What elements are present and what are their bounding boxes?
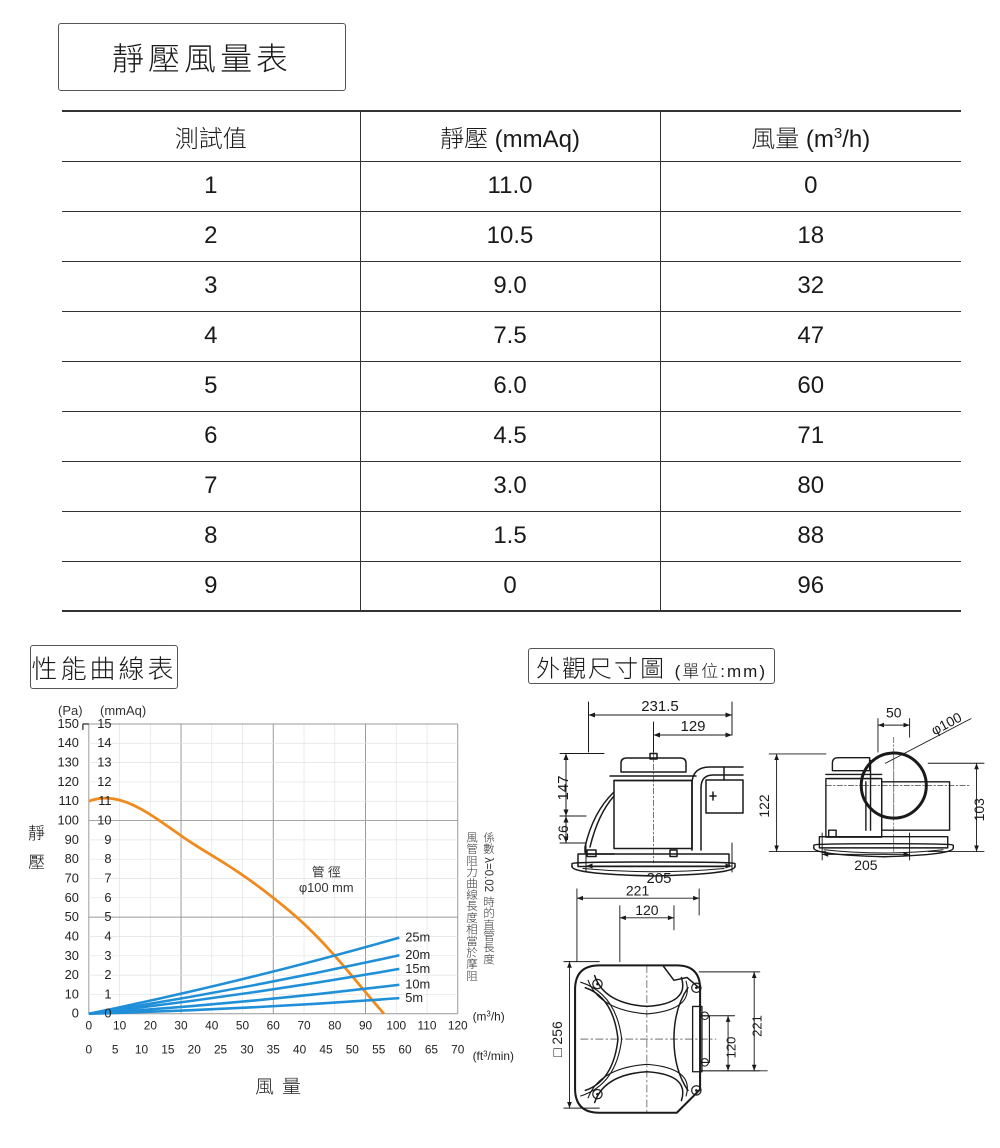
svg-text:60: 60: [65, 890, 79, 905]
svg-text:120: 120: [448, 1019, 468, 1033]
svg-text:11: 11: [98, 793, 111, 808]
svg-text:8: 8: [104, 851, 111, 866]
svg-text:50: 50: [65, 909, 79, 924]
svg-text:90: 90: [65, 832, 79, 847]
svg-text:40: 40: [205, 1019, 219, 1033]
svg-text:103: 103: [971, 798, 987, 822]
svg-text:6: 6: [104, 890, 111, 905]
svg-text:205: 205: [854, 857, 878, 873]
svg-text:70: 70: [65, 871, 79, 886]
svg-text:70: 70: [451, 1042, 465, 1056]
svg-text:110: 110: [58, 793, 78, 808]
svg-text:40: 40: [65, 928, 79, 943]
svg-text:150: 150: [57, 716, 78, 731]
svg-text:14: 14: [97, 735, 111, 750]
svg-text:0: 0: [86, 1042, 93, 1056]
svg-text:15m: 15m: [405, 961, 430, 976]
svg-text:1: 1: [104, 986, 111, 1001]
svg-text:15: 15: [161, 1042, 175, 1056]
svg-text:30: 30: [65, 948, 79, 963]
svg-text:□ 256: □ 256: [549, 1021, 565, 1057]
svg-text:9: 9: [104, 832, 111, 847]
svg-text:2: 2: [104, 967, 111, 982]
svg-text:70: 70: [297, 1019, 311, 1033]
svg-text:120: 120: [57, 774, 78, 789]
svg-text:20: 20: [144, 1019, 158, 1033]
svg-text:231.5: 231.5: [641, 698, 679, 715]
svg-text:15: 15: [97, 716, 111, 731]
svg-text:13: 13: [97, 755, 111, 770]
svg-text:25m: 25m: [405, 930, 430, 945]
svg-text:20m: 20m: [405, 947, 430, 962]
svg-text:5: 5: [112, 1042, 119, 1056]
svg-text:120: 120: [724, 1037, 739, 1059]
svg-text:20: 20: [65, 967, 79, 982]
svg-text:65: 65: [425, 1042, 439, 1056]
svg-text:0: 0: [104, 1006, 111, 1021]
svg-text:35: 35: [267, 1042, 281, 1056]
svg-text:7: 7: [104, 871, 111, 886]
svg-text:10: 10: [97, 813, 111, 828]
svg-text:3: 3: [104, 948, 111, 963]
svg-text:50: 50: [236, 1019, 250, 1033]
svg-text:20: 20: [188, 1042, 202, 1056]
svg-text:60: 60: [398, 1042, 412, 1056]
svg-text:10: 10: [135, 1042, 149, 1056]
svg-text:30: 30: [174, 1019, 188, 1033]
svg-text:45: 45: [319, 1042, 333, 1056]
svg-text:90: 90: [359, 1019, 373, 1033]
svg-text:205: 205: [646, 870, 671, 887]
svg-text:147: 147: [555, 775, 572, 800]
svg-text:129: 129: [680, 718, 705, 735]
svg-text:0: 0: [72, 1006, 79, 1021]
svg-text:管 徑: 管 徑: [312, 864, 341, 879]
svg-text:25: 25: [214, 1042, 228, 1056]
svg-text:4: 4: [104, 928, 111, 943]
svg-text:(ft3/min): (ft3/min): [473, 1049, 514, 1063]
svg-text:26: 26: [555, 825, 571, 841]
svg-text:50: 50: [886, 705, 902, 721]
svg-text:80: 80: [65, 851, 79, 866]
svg-text:5m: 5m: [405, 990, 423, 1005]
svg-text:100: 100: [57, 813, 78, 828]
svg-text:221: 221: [626, 882, 650, 898]
svg-text:60: 60: [267, 1019, 281, 1033]
svg-text:120: 120: [635, 902, 659, 918]
svg-text:40: 40: [293, 1042, 307, 1056]
svg-text:5: 5: [104, 909, 111, 924]
svg-text:221: 221: [750, 1015, 765, 1037]
svg-text:130: 130: [57, 755, 78, 770]
svg-text:55: 55: [372, 1042, 386, 1056]
svg-text:φ100 mm: φ100 mm: [299, 880, 354, 895]
svg-text:100: 100: [386, 1019, 406, 1033]
svg-text:50: 50: [346, 1042, 360, 1056]
svg-text:10: 10: [65, 986, 79, 1001]
svg-text:110: 110: [418, 1019, 437, 1033]
svg-text:10: 10: [113, 1019, 127, 1033]
svg-text:140: 140: [57, 735, 78, 750]
svg-text:(m3/h): (m3/h): [473, 1010, 505, 1024]
svg-text:0: 0: [86, 1019, 93, 1033]
svg-text:30: 30: [240, 1042, 254, 1056]
svg-text:80: 80: [328, 1019, 342, 1033]
svg-text:φ100: φ100: [928, 709, 964, 738]
svg-text:12: 12: [97, 774, 111, 789]
